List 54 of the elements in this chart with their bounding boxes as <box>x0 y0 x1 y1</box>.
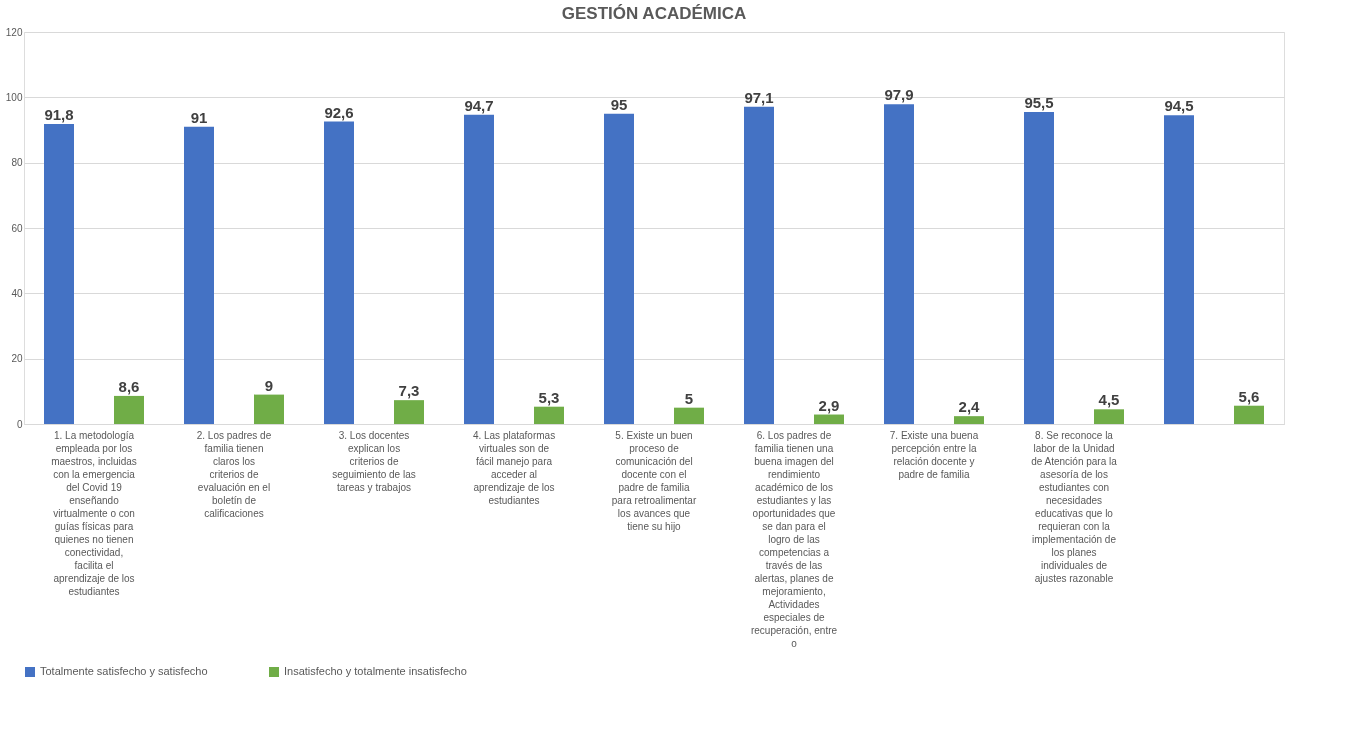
x-tick-label: 4. Las plataformas virtuales son de fácil manejo para acceder al aprendizaje de los estudiantes <box>472 429 556 506</box>
bar <box>814 414 844 424</box>
bar <box>324 121 354 424</box>
category-label: 6. Los padres de familia tienen una buena imagen del rendimiento académico de los estudiantes y las oportunidades que se dan para el logro de las competencias a través de las alertas, planes de mejoramiento, Actividades especiales de recuperación, entre o <box>750 429 838 649</box>
y-tick-label: 20 <box>11 353 23 365</box>
chart-title: GESTIÓN ACADÉMICA <box>561 4 747 23</box>
bar <box>674 407 704 424</box>
data-label: 97,9 <box>884 86 914 104</box>
bar <box>394 400 424 424</box>
x-tick-label: 5. Existe un buen proceso de comunicación del docente con el padre de familia para retroalimentar los avances que tiene su hijo <box>611 429 697 532</box>
data-label: 92,6 <box>324 103 354 121</box>
data-label: 94,7 <box>464 96 494 114</box>
data-label: 97,1 <box>744 88 774 106</box>
bar <box>534 406 564 424</box>
data-label: 5,6 <box>1238 387 1260 405</box>
data-label: 95,5 <box>1024 94 1054 112</box>
bar <box>1164 115 1194 424</box>
data-label: 91 <box>190 108 208 126</box>
y-tick-label: 0 <box>16 418 23 430</box>
category-label: 8. Se reconoce la labor de la Unidad de Atención para la asesoría de los estudiantes con necesidades educativas que lo requieran con la implementación de los planes individuales de ajustes razonable <box>1031 429 1117 584</box>
bar <box>744 106 774 424</box>
legend-label: Totalmente satisfecho y satisfecho <box>40 665 208 677</box>
bar <box>1234 405 1264 424</box>
x-tick-label: 3. Los docentes explican los criterios de seguimiento de las tareas y trabajos <box>332 429 416 493</box>
data-label: 2,9 <box>818 396 840 414</box>
data-label: 5,3 <box>538 388 560 406</box>
bar <box>604 113 634 424</box>
bar <box>884 104 914 424</box>
data-label: 5 <box>684 389 694 407</box>
data-label: 9 <box>264 376 274 394</box>
y-tick-label: 40 <box>11 287 23 299</box>
bar <box>114 395 144 424</box>
data-label: 95 <box>610 95 628 113</box>
data-label: 4,5 <box>1098 391 1120 409</box>
bar <box>954 416 984 424</box>
y-tick-label: 100 <box>5 91 23 103</box>
data-label: 2,4 <box>958 398 981 416</box>
bar <box>184 126 214 424</box>
data-label: 94,5 <box>1164 97 1194 115</box>
bar <box>464 114 494 424</box>
data-label: 7,3 <box>398 382 420 400</box>
y-tick-label: 60 <box>11 222 23 234</box>
data-label: 8,6 <box>118 377 140 395</box>
bar <box>1094 409 1124 424</box>
x-tick-label: 7. Existe una buena percepción entre la relación docente y padre de familia <box>889 429 979 480</box>
bar <box>44 124 74 424</box>
bar <box>1024 112 1054 424</box>
data-label: 91,8 <box>44 106 74 124</box>
y-tick-label: 80 <box>11 157 23 169</box>
category-label: 1. La metodología empleada por los maestros, incluidas con la emergencia del Covid 19 enseñando virtualmente o con guías físicas para quienes no tienen conectividad, facilita el aprendizaje de los estudiantes <box>51 429 137 597</box>
x-tick-label: 2. Los padres de familia tienen claros los criterios de evaluación en el boletín de calificaciones <box>196 429 272 519</box>
bar <box>254 394 284 424</box>
y-tick-label: 120 <box>5 26 23 38</box>
legend-label: Insatisfecho y totalmente insatisfecho <box>284 665 467 677</box>
